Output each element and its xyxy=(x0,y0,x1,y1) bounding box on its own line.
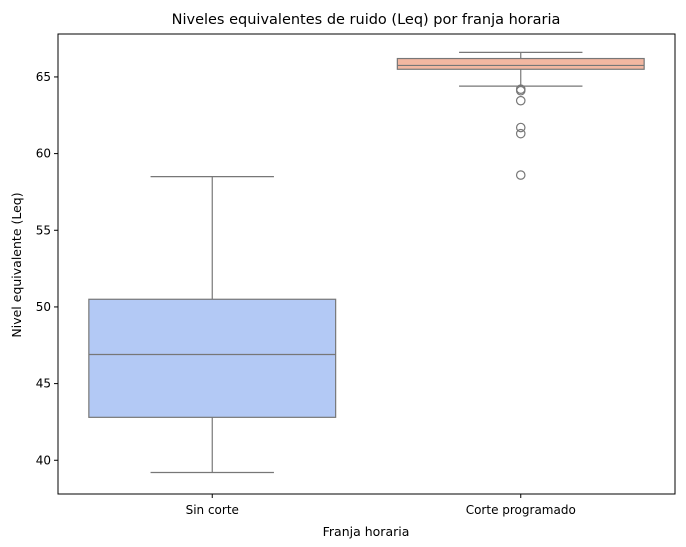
y-tick-label: 45 xyxy=(36,377,51,391)
outlier-point xyxy=(515,122,526,133)
y-tick-label: 55 xyxy=(36,223,51,237)
plot-frame xyxy=(57,33,676,495)
y-tick-label: 65 xyxy=(36,70,51,84)
y-tick-label: 60 xyxy=(36,147,51,161)
outlier-point xyxy=(515,170,526,180)
y-axis-label: Nivel equivalente (Leq) xyxy=(9,192,24,337)
box-iqr xyxy=(396,57,645,70)
box-group-1 xyxy=(396,51,645,180)
y-tick-label: 50 xyxy=(36,300,51,314)
box-group-0 xyxy=(88,176,337,474)
chart-title: Niveles equivalentes de ruido (Leq) por … xyxy=(172,12,561,28)
outlier-point xyxy=(515,95,526,106)
x-tick-label: Corte programado xyxy=(466,503,576,517)
axes: 40 45 50 55 60 65 Sin corte Corte programado xyxy=(36,33,676,517)
box-iqr xyxy=(88,298,337,418)
plot-area xyxy=(88,51,645,474)
x-axis-label: Franja horaria xyxy=(323,524,410,539)
x-tick-label: Sin corte xyxy=(186,503,239,517)
outlier-point xyxy=(515,85,526,96)
outlier-point xyxy=(515,128,526,139)
y-tick-label: 40 xyxy=(36,453,51,467)
